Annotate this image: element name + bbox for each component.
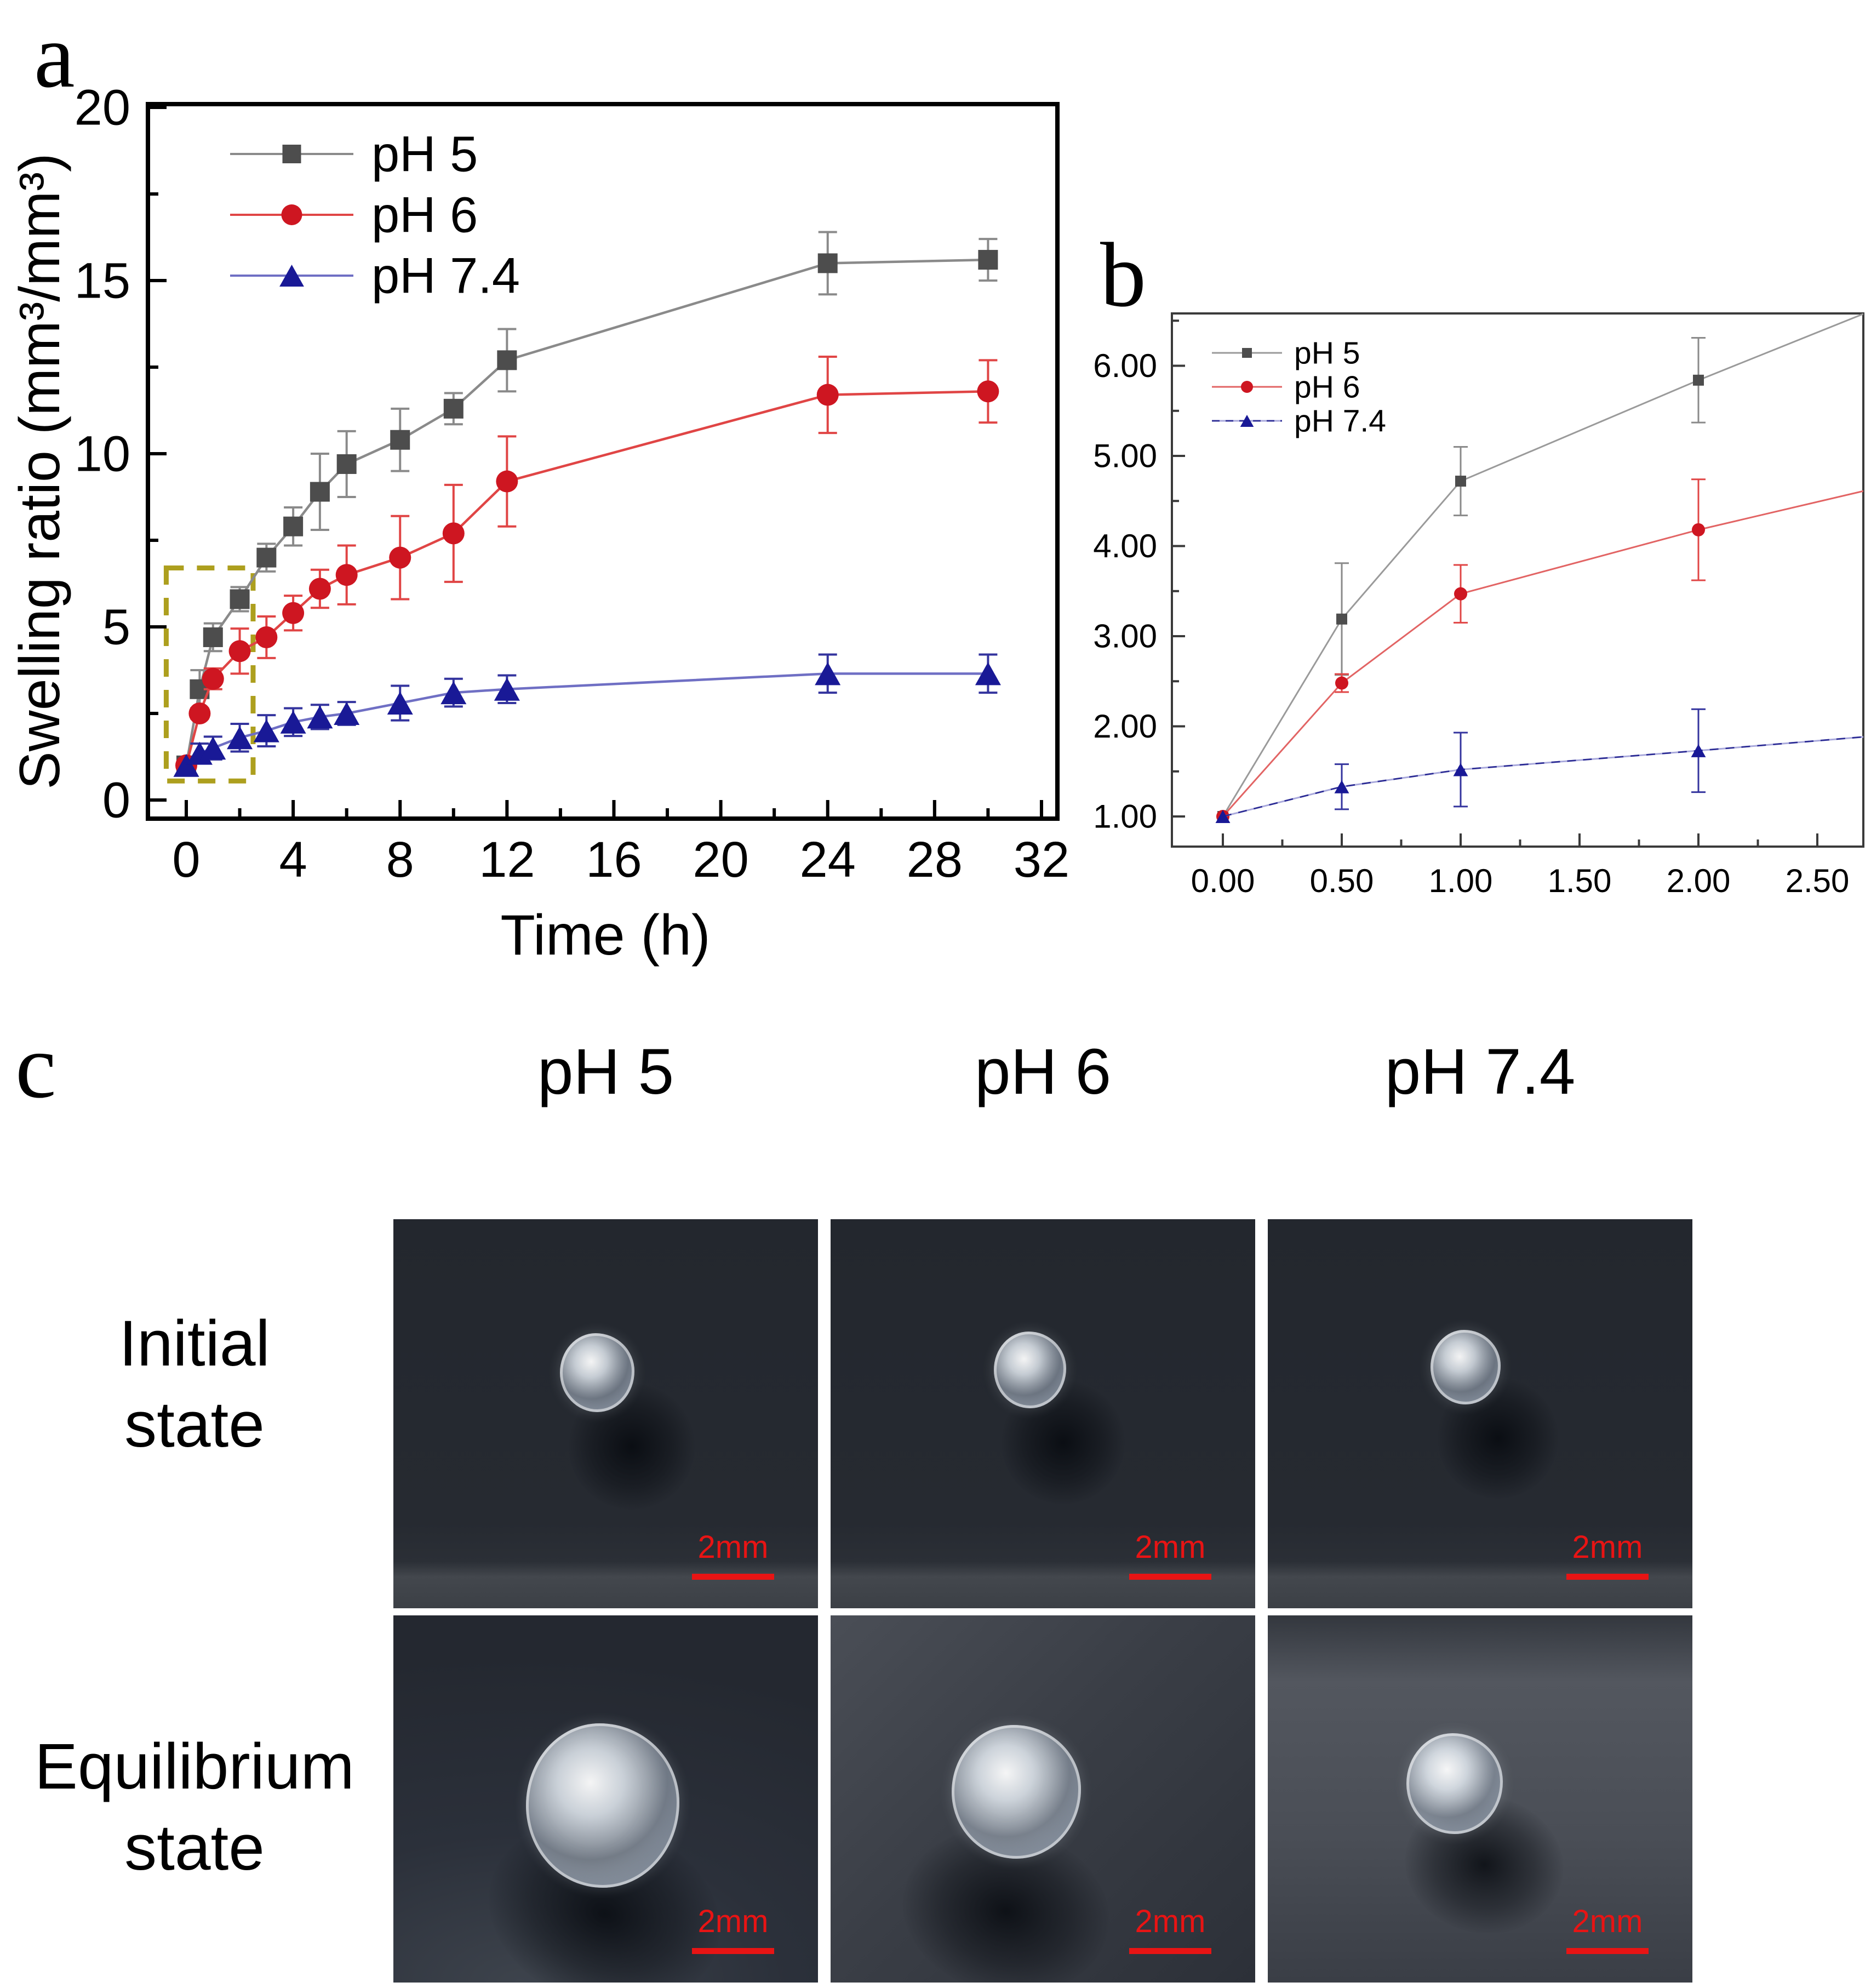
svg-text:4: 4	[279, 832, 307, 888]
hydrogel-sample	[1431, 1330, 1501, 1404]
svg-text:15: 15	[75, 253, 130, 309]
svg-text:24: 24	[800, 832, 856, 888]
photo-equilibrium-ph5: 2mm	[393, 1615, 818, 1983]
scale-bar-label: 2mm	[697, 1904, 769, 1939]
svg-text:6.00: 6.00	[1093, 347, 1157, 384]
svg-text:4.00: 4.00	[1093, 528, 1157, 564]
svg-text:Time (h): Time (h)	[500, 904, 710, 967]
svg-text:8: 8	[386, 832, 414, 888]
hydrogel-sample	[1406, 1733, 1503, 1834]
photo-initial-ph6: 2mm	[831, 1219, 1255, 1608]
svg-text:20: 20	[693, 832, 748, 888]
panel-a-letter: a	[34, 5, 75, 107]
scale-bar-label: 2mm	[1135, 1529, 1206, 1565]
scale-bar	[1129, 1574, 1211, 1580]
hydrogel-sample	[952, 1725, 1081, 1859]
row-label-equilibrium-line2: state	[124, 1812, 265, 1884]
scale-bar	[692, 1948, 774, 1954]
svg-text:0.50: 0.50	[1310, 862, 1374, 899]
svg-text:32: 32	[1014, 832, 1069, 888]
column-header-ph6: pH 6	[974, 1036, 1112, 1108]
row-label-equilibrium-state: Equilibrium state	[16, 1726, 373, 1888]
scale-bar-label: 2mm	[697, 1529, 769, 1565]
svg-text:pH 6: pH 6	[1294, 369, 1360, 404]
svg-text:20: 20	[75, 79, 130, 135]
photo-initial-ph74: 2mm	[1268, 1219, 1692, 1608]
photo-equilibrium-ph6: 2mm	[831, 1615, 1255, 1983]
svg-text:12: 12	[479, 832, 535, 888]
scale-bar-label: 2mm	[1572, 1529, 1643, 1565]
column-header-ph5: pH 5	[537, 1036, 674, 1108]
scale-bar	[1566, 1948, 1649, 1954]
svg-text:Swelling ratio (mm³/mm³): Swelling ratio (mm³/mm³)	[8, 153, 72, 789]
svg-text:10: 10	[75, 426, 130, 482]
svg-text:0: 0	[102, 772, 130, 828]
svg-text:0: 0	[172, 832, 200, 888]
svg-text:1.50: 1.50	[1548, 862, 1612, 899]
svg-text:0.00: 0.00	[1191, 862, 1255, 899]
svg-text:2.50: 2.50	[1786, 862, 1850, 899]
svg-text:16: 16	[586, 832, 642, 888]
photo-equilibrium-ph74: 2mm	[1268, 1615, 1692, 1983]
row-label-initial-line2: state	[124, 1389, 265, 1461]
svg-text:2.00: 2.00	[1093, 708, 1157, 745]
svg-text:1.00: 1.00	[1429, 862, 1493, 899]
svg-text:1.00: 1.00	[1093, 798, 1157, 835]
row-label-equilibrium-line1: Equilibrium	[35, 1730, 354, 1803]
scale-bar	[1129, 1948, 1211, 1954]
panel-c-letter: c	[15, 1015, 56, 1117]
svg-text:pH 5: pH 5	[1294, 335, 1360, 370]
scale-bar-label: 2mm	[1572, 1904, 1643, 1939]
svg-text:pH 7.4: pH 7.4	[371, 248, 520, 304]
svg-text:pH 6: pH 6	[371, 187, 478, 243]
svg-text:3.00: 3.00	[1093, 618, 1157, 654]
row-label-initial-line1: Initial	[119, 1307, 270, 1380]
svg-text:28: 28	[907, 832, 963, 888]
hydrogel-sample	[994, 1332, 1066, 1408]
hydrogel-sample	[526, 1723, 679, 1888]
hydrogel-sample	[560, 1333, 634, 1412]
photo-initial-ph5: 2mm	[393, 1219, 818, 1608]
panel-b-letter: b	[1100, 224, 1146, 326]
column-header-ph74: pH 7.4	[1384, 1036, 1576, 1108]
svg-text:5.00: 5.00	[1093, 437, 1157, 474]
svg-text:pH 7.4: pH 7.4	[1294, 403, 1386, 438]
svg-text:pH 5: pH 5	[371, 126, 478, 182]
svg-text:2.00: 2.00	[1667, 862, 1731, 899]
row-label-initial-state: Initial state	[16, 1303, 373, 1465]
scale-bar	[1566, 1574, 1649, 1580]
svg-text:5: 5	[102, 599, 130, 655]
scale-bar-label: 2mm	[1135, 1904, 1206, 1939]
scale-bar	[692, 1574, 774, 1580]
charts-canvas: 0 4 8 12 16 20 24 28 32 0 5 10 15 20 Time (h) Swelling …	[8, 79, 1864, 967]
